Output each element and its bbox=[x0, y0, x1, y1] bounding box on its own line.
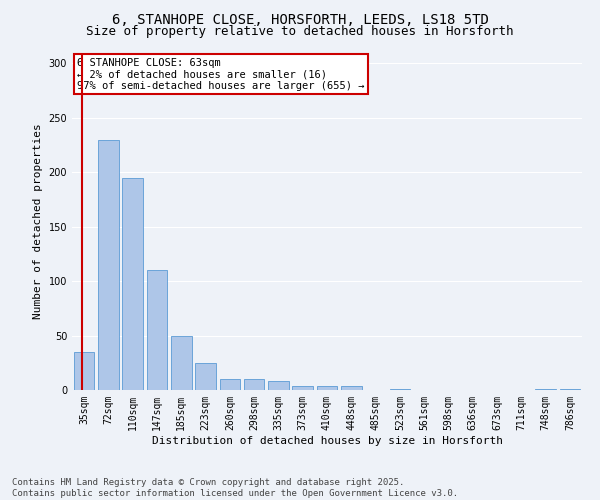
Bar bbox=[98, 140, 119, 390]
Bar bbox=[341, 386, 362, 390]
Text: Contains HM Land Registry data © Crown copyright and database right 2025.
Contai: Contains HM Land Registry data © Crown c… bbox=[12, 478, 458, 498]
Bar bbox=[268, 382, 289, 390]
Bar bbox=[389, 389, 410, 390]
Bar bbox=[244, 379, 265, 390]
Bar bbox=[560, 389, 580, 390]
Bar bbox=[122, 178, 143, 390]
Text: 6, STANHOPE CLOSE, HORSFORTH, LEEDS, LS18 5TD: 6, STANHOPE CLOSE, HORSFORTH, LEEDS, LS1… bbox=[112, 12, 488, 26]
Bar bbox=[171, 336, 191, 390]
Bar bbox=[74, 352, 94, 390]
Y-axis label: Number of detached properties: Number of detached properties bbox=[33, 124, 43, 319]
Text: 6 STANHOPE CLOSE: 63sqm
← 2% of detached houses are smaller (16)
97% of semi-det: 6 STANHOPE CLOSE: 63sqm ← 2% of detached… bbox=[77, 58, 365, 91]
Bar bbox=[292, 386, 313, 390]
Text: Size of property relative to detached houses in Horsforth: Size of property relative to detached ho… bbox=[86, 25, 514, 38]
Bar bbox=[220, 379, 240, 390]
Bar bbox=[146, 270, 167, 390]
Bar bbox=[317, 386, 337, 390]
Bar bbox=[195, 363, 216, 390]
X-axis label: Distribution of detached houses by size in Horsforth: Distribution of detached houses by size … bbox=[151, 436, 503, 446]
Bar bbox=[535, 389, 556, 390]
